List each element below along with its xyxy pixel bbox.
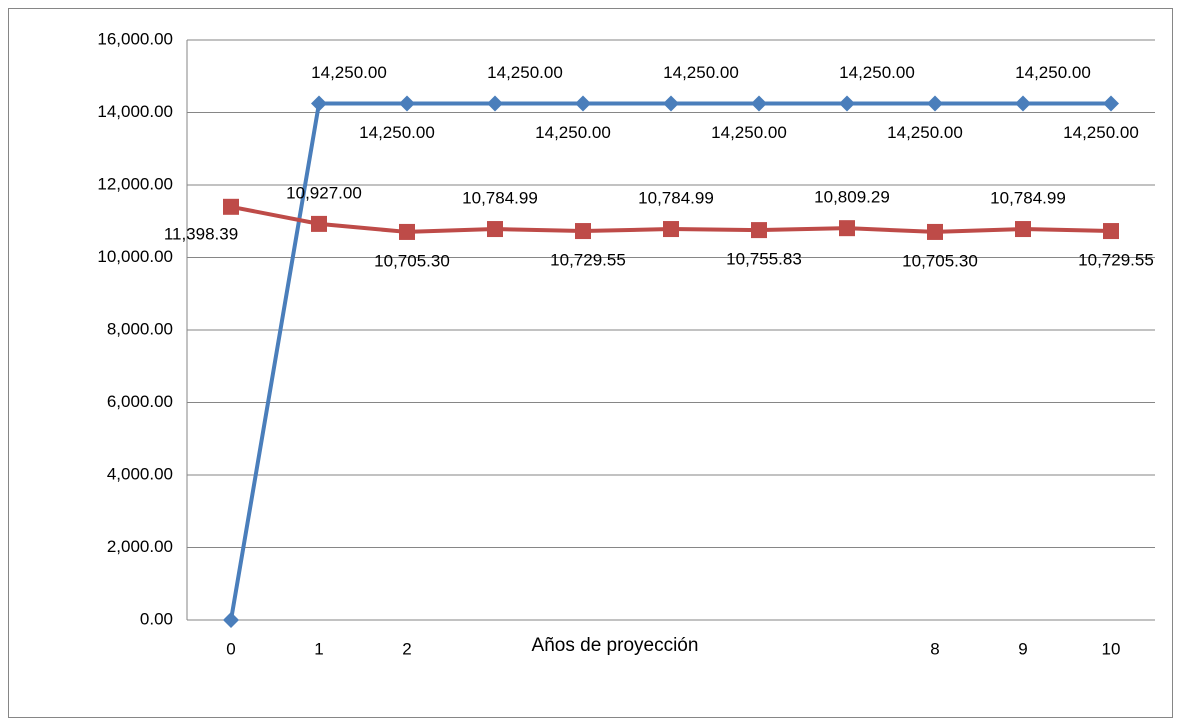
marker [575, 223, 591, 240]
axis-title-box [470, 621, 860, 665]
y-tick-label: 10,000.00 [97, 247, 173, 266]
marker [487, 95, 503, 112]
marker [487, 221, 503, 238]
data-label: 10,809.29 [814, 188, 890, 207]
marker [223, 198, 239, 215]
marker [751, 222, 767, 239]
marker [575, 95, 591, 112]
data-label: 14,250.00 [311, 63, 387, 82]
data-label: 14,250.00 [487, 63, 563, 82]
data-label: 14,250.00 [1015, 63, 1091, 82]
y-tick-label: 12,000.00 [97, 174, 173, 193]
marker [1015, 221, 1031, 238]
data-label: 14,250.00 [359, 123, 435, 142]
data-label: 10,729.55 [550, 251, 626, 270]
x-tick-label: 9 [1018, 639, 1027, 658]
x-tick-label: 2 [402, 639, 411, 658]
data-label: 11,398.39 [164, 224, 238, 243]
marker [1103, 223, 1119, 240]
chart-border [8, 8, 1173, 718]
x-tick-label: 1 [314, 639, 323, 658]
data-label: 10,784.99 [638, 189, 714, 208]
marker [311, 95, 327, 112]
marker [839, 220, 855, 237]
marker [399, 95, 415, 112]
marker [1015, 95, 1031, 112]
marker [751, 95, 767, 112]
marker [399, 223, 415, 240]
marker [927, 95, 943, 112]
data-label: 14,250.00 [663, 63, 739, 82]
marker [223, 612, 239, 628]
marker [839, 95, 855, 112]
x-tick-label: 8 [930, 639, 939, 658]
data-label: 10,705.30 [374, 251, 450, 270]
data-label: 14,250.00 [1063, 123, 1139, 142]
marker [1103, 95, 1119, 112]
data-label: 14,250.00 [711, 123, 787, 142]
data-label: 10,705.30 [902, 251, 978, 270]
y-tick-label: 16,000.00 [97, 29, 173, 48]
x-tick-label: 10 [1102, 639, 1121, 658]
y-tick-label: 2,000.00 [107, 537, 173, 556]
y-tick-label: 14,000.00 [97, 102, 173, 121]
data-label: 10,729.55 [1078, 251, 1154, 270]
marker [663, 95, 679, 112]
y-tick-label: 8,000.00 [107, 319, 173, 338]
data-label: 10,927.00 [286, 183, 362, 202]
data-label: 14,250.00 [887, 123, 963, 142]
y-tick-label: 0.00 [140, 609, 173, 628]
marker [311, 215, 327, 232]
data-label: 14,250.00 [535, 123, 611, 142]
marker [927, 223, 943, 240]
marker [663, 221, 679, 238]
data-label: 10,784.99 [990, 189, 1066, 208]
y-tick-label: 4,000.00 [107, 464, 173, 483]
data-label: 10,755.83 [726, 250, 802, 269]
x-tick-label: 0 [226, 639, 235, 658]
y-tick-label: 6,000.00 [107, 392, 173, 411]
data-label: 10,784.99 [462, 189, 538, 208]
x-axis-title: Años de proyección [532, 635, 699, 656]
data-label: 14,250.00 [839, 63, 915, 82]
